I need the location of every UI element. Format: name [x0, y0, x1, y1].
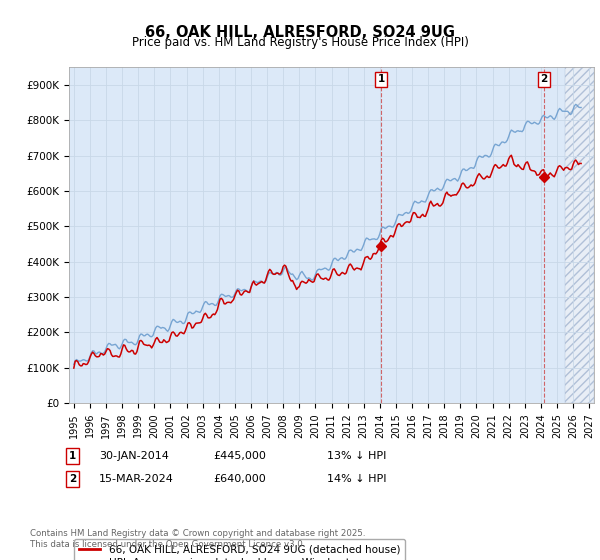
Text: 2: 2 [541, 74, 548, 84]
Text: 13% ↓ HPI: 13% ↓ HPI [327, 451, 386, 461]
Text: £640,000: £640,000 [213, 474, 266, 484]
Text: Price paid vs. HM Land Registry's House Price Index (HPI): Price paid vs. HM Land Registry's House … [131, 36, 469, 49]
Text: Contains HM Land Registry data © Crown copyright and database right 2025.
This d: Contains HM Land Registry data © Crown c… [30, 529, 365, 549]
Text: 14% ↓ HPI: 14% ↓ HPI [327, 474, 386, 484]
Text: 1: 1 [377, 74, 385, 84]
Text: £445,000: £445,000 [213, 451, 266, 461]
Text: 30-JAN-2014: 30-JAN-2014 [99, 451, 169, 461]
Text: 66, OAK HILL, ALRESFORD, SO24 9UG: 66, OAK HILL, ALRESFORD, SO24 9UG [145, 25, 455, 40]
Text: 2: 2 [69, 474, 76, 484]
Text: 15-MAR-2024: 15-MAR-2024 [99, 474, 174, 484]
Legend: 66, OAK HILL, ALRESFORD, SO24 9UG (detached house), HPI: Average price, detached: 66, OAK HILL, ALRESFORD, SO24 9UG (detac… [74, 539, 405, 560]
Text: 1: 1 [69, 451, 76, 461]
